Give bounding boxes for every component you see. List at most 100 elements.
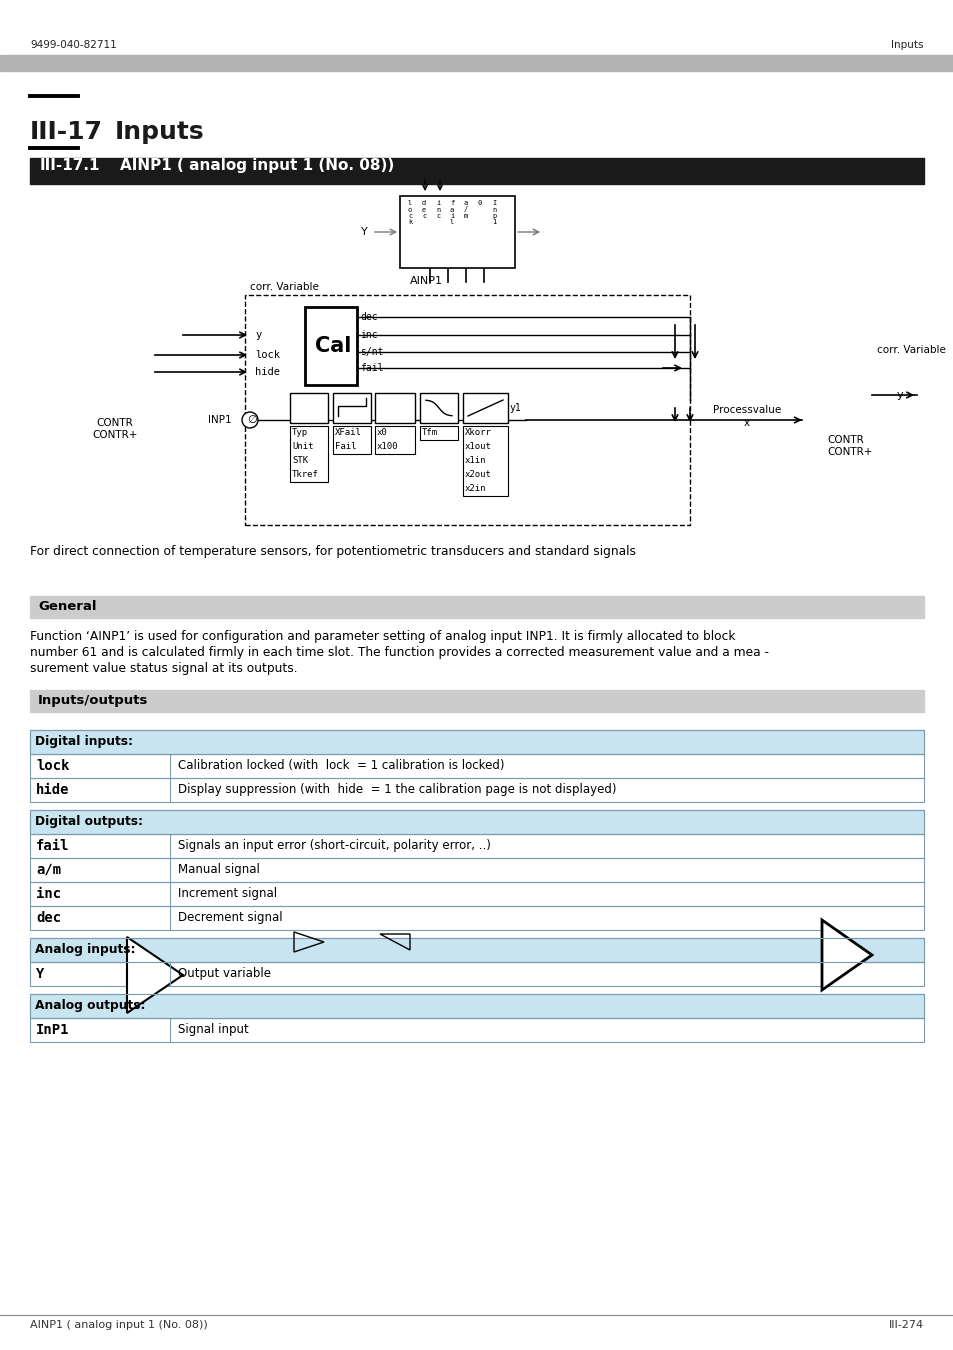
Text: Fail: Fail: [335, 441, 356, 451]
Text: Digital outputs:: Digital outputs:: [35, 815, 143, 828]
Text: number 61 and is calculated firmly in each time slot. The function provides a co: number 61 and is calculated firmly in ea…: [30, 647, 768, 659]
Text: III-17: III-17: [30, 120, 103, 144]
Bar: [30, 938, 923, 963]
Bar: [30, 834, 923, 859]
Text: s/nt: s/nt: [359, 347, 383, 356]
Text: Decrement signal: Decrement signal: [178, 911, 282, 925]
Bar: [701, 400, 791, 440]
Text: lock: lock: [254, 350, 280, 360]
Text: Digital inputs:: Digital inputs:: [35, 734, 132, 748]
Polygon shape: [821, 919, 871, 990]
Text: XFail: XFail: [335, 428, 361, 437]
Text: Cal: Cal: [314, 336, 351, 356]
Bar: [30, 1018, 923, 1042]
Text: x2in: x2in: [464, 485, 486, 493]
Text: corr. Variable: corr. Variable: [250, 282, 318, 292]
Text: ∅: ∅: [247, 414, 256, 425]
Text: Inputs: Inputs: [115, 120, 204, 144]
Bar: [30, 778, 923, 802]
Text: fail: fail: [359, 363, 383, 373]
Text: a∕m: a∕m: [36, 863, 61, 878]
Bar: [30, 730, 923, 755]
Bar: [399, 196, 515, 269]
Bar: [462, 427, 507, 495]
Text: AINP1 ( analog input 1 (No. 08)): AINP1 ( analog input 1 (No. 08)): [120, 158, 394, 173]
Text: l
o
c
k: l o c k: [408, 200, 412, 225]
Bar: [290, 393, 328, 423]
Text: x1in: x1in: [464, 456, 486, 464]
Text: x1out: x1out: [464, 441, 492, 451]
Text: Increment signal: Increment signal: [178, 887, 276, 900]
Text: Inputs/outputs: Inputs/outputs: [38, 694, 149, 707]
Text: x: x: [743, 418, 749, 428]
Text: AINP1 ( analog input 1 (No. 08)): AINP1 ( analog input 1 (No. 08)): [30, 1320, 208, 1330]
Text: AINP1: AINP1: [410, 275, 442, 286]
Bar: [290, 427, 328, 482]
Text: General: General: [38, 599, 96, 613]
Bar: [30, 755, 923, 778]
Bar: [462, 393, 507, 423]
Bar: [305, 306, 356, 385]
Bar: [30, 810, 923, 834]
Text: InP1: InP1: [36, 1023, 70, 1037]
Text: Analog outputs:: Analog outputs:: [35, 999, 146, 1012]
Text: surement value status signal at its outputs.: surement value status signal at its outp…: [30, 662, 297, 675]
Text: III-274: III-274: [888, 1320, 923, 1330]
Bar: [375, 427, 415, 454]
Text: Xkorr: Xkorr: [464, 428, 492, 437]
Text: STK: STK: [292, 456, 308, 464]
Text: Calibration locked (with  lock  = 1 calibration is locked): Calibration locked (with lock = 1 calibr…: [178, 760, 504, 772]
Text: 0: 0: [477, 200, 482, 207]
Circle shape: [242, 412, 257, 428]
Bar: [30, 859, 923, 882]
Text: Function ‘AINP1’ is used for configuration and parameter setting of analog input: Function ‘AINP1’ is used for configurati…: [30, 630, 735, 643]
Bar: [30, 810, 923, 834]
Bar: [30, 963, 923, 986]
Text: Typ: Typ: [292, 428, 308, 437]
Text: Signal input: Signal input: [178, 1023, 249, 1037]
Text: Analog inputs:: Analog inputs:: [35, 944, 135, 956]
Text: fail: fail: [36, 838, 70, 853]
Bar: [419, 427, 457, 440]
Bar: [245, 296, 689, 525]
Bar: [30, 834, 923, 859]
Text: I
n
p
1: I n p 1: [492, 200, 496, 225]
Text: Tkref: Tkref: [292, 470, 318, 479]
Text: d
e
c: d e c: [421, 200, 426, 219]
Text: CONTR+: CONTR+: [92, 431, 137, 440]
Bar: [0, 55, 953, 72]
Bar: [30, 963, 923, 986]
Text: Display suppression (with  hide  = 1 the calibration page is not displayed): Display suppression (with hide = 1 the c…: [178, 783, 616, 796]
Text: dec: dec: [359, 312, 377, 323]
Text: Signals an input error (short-circuit, polarity error, ..): Signals an input error (short-circuit, p…: [178, 840, 491, 852]
Text: Output variable: Output variable: [178, 968, 271, 980]
Text: y: y: [896, 390, 902, 400]
Text: CONTR: CONTR: [96, 418, 133, 428]
Bar: [30, 730, 923, 755]
Text: x0: x0: [376, 428, 387, 437]
Text: x100: x100: [376, 441, 398, 451]
Text: III-17.1: III-17.1: [40, 158, 100, 173]
Bar: [30, 994, 923, 1018]
Polygon shape: [127, 937, 183, 1012]
Bar: [333, 393, 371, 423]
Bar: [375, 393, 415, 423]
Text: Unit: Unit: [292, 441, 314, 451]
Bar: [30, 994, 923, 1018]
Text: Tfm: Tfm: [421, 428, 437, 437]
Bar: [30, 1018, 923, 1042]
Text: Y: Y: [36, 967, 45, 981]
Bar: [30, 158, 923, 184]
Text: CONTR: CONTR: [826, 435, 862, 446]
Text: 9499-040-82711: 9499-040-82711: [30, 40, 116, 50]
Text: Manual signal: Manual signal: [178, 864, 259, 876]
Text: f
a
i
l: f a i l: [450, 200, 454, 225]
Text: y: y: [254, 329, 261, 340]
Text: INP1: INP1: [208, 414, 232, 425]
Text: lock: lock: [36, 759, 70, 774]
Bar: [30, 690, 923, 711]
Text: dec: dec: [36, 911, 61, 925]
Text: i
n
c: i n c: [436, 200, 439, 219]
Bar: [30, 778, 923, 802]
Text: CONTR+: CONTR+: [826, 447, 871, 458]
